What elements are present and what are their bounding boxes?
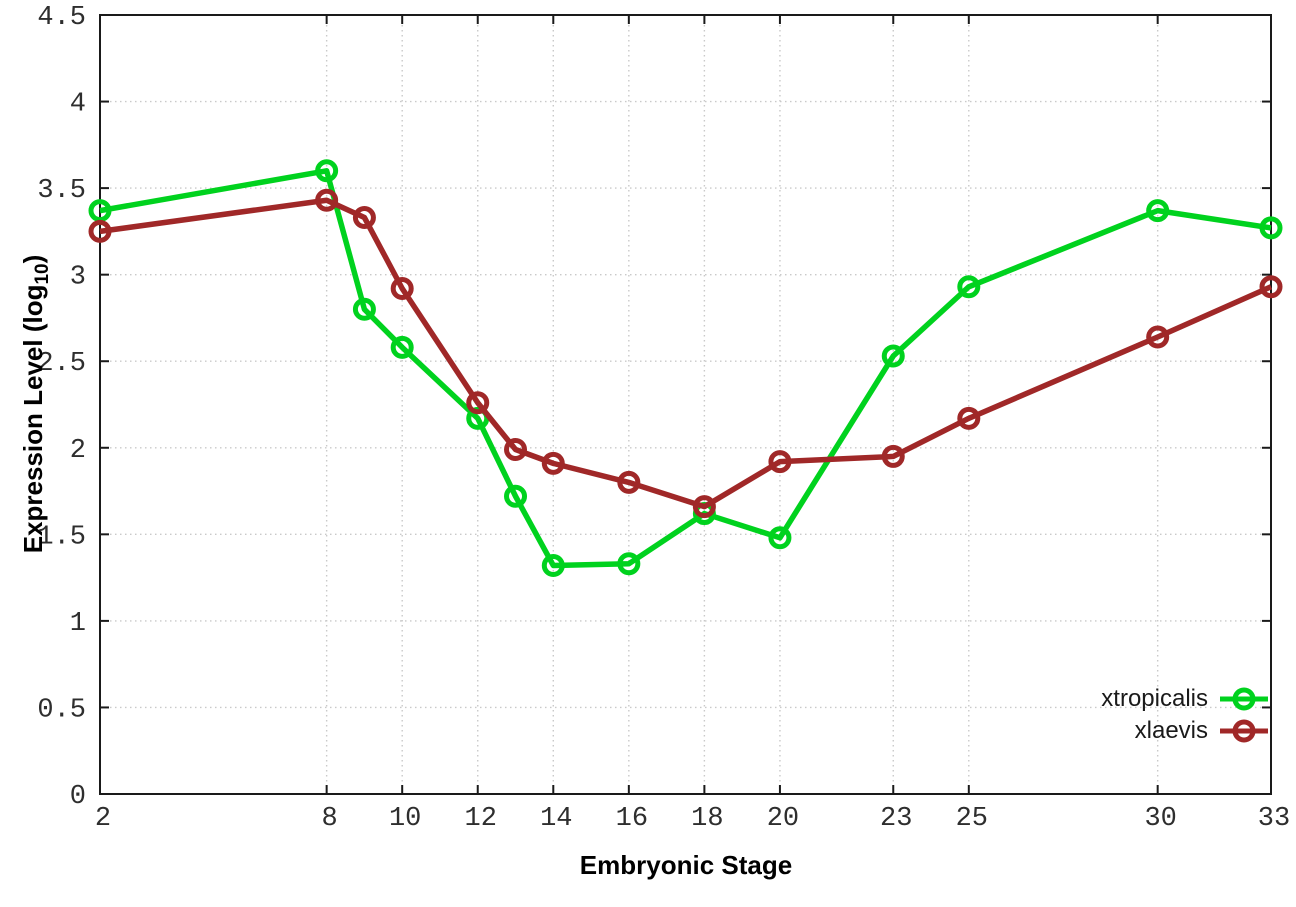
data-point-xtropicalis — [352, 297, 376, 321]
data-point-xlaevis — [352, 206, 376, 230]
data-point-xtropicalis — [88, 199, 112, 223]
data-point-xlaevis — [541, 451, 565, 475]
data-point-xtropicalis — [617, 552, 641, 576]
x-tick-label: 12 — [465, 804, 497, 834]
data-point-xlaevis — [768, 450, 792, 474]
y-tick-label: 3 — [70, 263, 86, 293]
data-point-xtropicalis — [957, 275, 981, 299]
y-tick-label: 0 — [70, 782, 86, 812]
legend-marker-line-circle-icon — [1220, 687, 1268, 710]
y-axis-title-text: Expression Level (log — [17, 284, 48, 554]
data-point-xtropicalis — [390, 335, 414, 359]
data-point-xtropicalis — [768, 526, 792, 550]
data-point-xtropicalis — [315, 159, 339, 183]
y-tick-label: 2.5 — [37, 349, 86, 379]
data-point-xtropicalis — [1259, 216, 1283, 240]
data-point-xlaevis — [390, 277, 414, 301]
y-tick-label: 1.5 — [37, 522, 86, 552]
data-point-xlaevis — [617, 470, 641, 494]
x-tick-label: 8 — [322, 804, 338, 834]
data-point-xlaevis — [315, 188, 339, 212]
series-line-xlaevis — [99, 197, 1273, 510]
data-point-xlaevis — [692, 495, 716, 519]
x-tick-label: 33 — [1258, 804, 1290, 834]
y-tick-label: 0.5 — [37, 695, 86, 725]
data-point-xtropicalis — [881, 344, 905, 368]
legend-label: xtropicalis — [1101, 684, 1208, 712]
x-tick-label: 18 — [691, 804, 723, 834]
x-tick-label: 14 — [540, 804, 572, 834]
data-point-xlaevis — [466, 391, 490, 415]
data-point-xtropicalis — [1146, 199, 1170, 223]
data-point-xlaevis — [957, 406, 981, 430]
legend-item-xlaevis: xlaevis — [1101, 716, 1270, 745]
y-axis-title-subscript: 10 — [32, 263, 54, 285]
x-tick-label: 16 — [616, 804, 648, 834]
plot-border — [99, 14, 1272, 795]
data-point-xlaevis — [88, 219, 112, 243]
y-tick-label: 1 — [70, 609, 86, 639]
x-tick-label: 20 — [767, 804, 799, 834]
legend-item-xtropicalis: xtropicalis — [1101, 684, 1270, 713]
x-tick-label: 25 — [956, 804, 988, 834]
x-tick-label: 10 — [389, 804, 421, 834]
data-point-xlaevis — [504, 438, 528, 462]
y-tick-label: 4.5 — [37, 3, 86, 33]
y-tick-label: 2 — [70, 436, 86, 466]
data-point-xlaevis — [1259, 275, 1283, 299]
x-tick-label: 2 — [95, 804, 111, 834]
x-axis-title: Embryonic Stage — [579, 850, 793, 880]
legend-label: xlaevis — [1134, 716, 1208, 744]
y-tick-label: 4 — [70, 90, 86, 120]
data-point-xlaevis — [881, 444, 905, 468]
series-line-xtropicalis — [99, 168, 1272, 569]
x-tick-label: 23 — [880, 804, 912, 834]
y-tick-label: 3.5 — [37, 176, 86, 206]
legend: xtropicalis xlaevis — [1101, 684, 1270, 745]
y-axis-title-close: ) — [17, 254, 48, 264]
y-axis-title: Expression Level (log10) — [18, 255, 54, 554]
data-point-xlaevis — [1146, 325, 1170, 349]
legend-marker-line-circle-icon — [1220, 719, 1268, 742]
x-tick-label: 30 — [1144, 804, 1176, 834]
data-point-xtropicalis — [541, 553, 565, 577]
data-point-xtropicalis — [504, 484, 528, 508]
